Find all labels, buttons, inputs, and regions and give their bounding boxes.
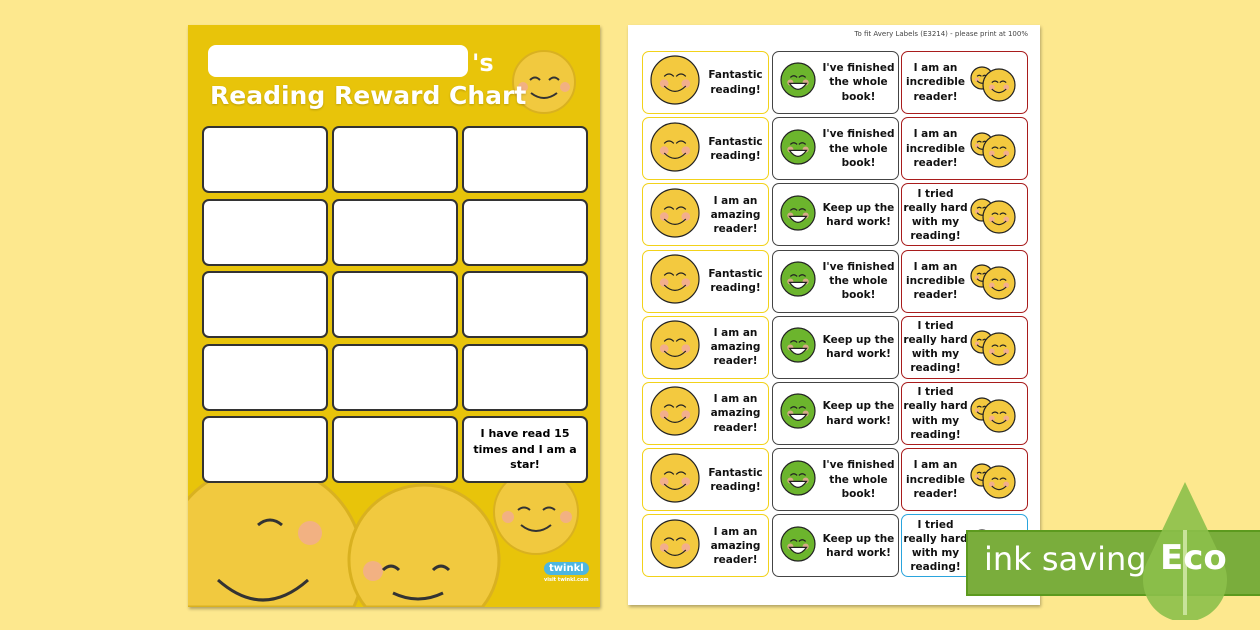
label-text: Fantastic reading! (708, 135, 763, 162)
sticker-label: I am an amazing reader! (642, 382, 769, 445)
green-grinning-smiley-icon (779, 525, 817, 567)
final-reward-cell[interactable]: I have read 15 times and I am a star! (462, 416, 588, 483)
sticker-label: I tried really hard with my reading! (901, 382, 1028, 445)
sticker-label: I tried really hard with my reading! (901, 183, 1028, 247)
label-text: Fantastic reading! (708, 69, 763, 96)
label-text: I've finished the whole book! (822, 128, 895, 169)
label-text: Fantastic reading! (708, 267, 763, 295)
two-smileys-icon (969, 460, 1023, 500)
sticker-label: I've finished the whole book! (772, 448, 899, 512)
smiley-icon (649, 518, 701, 574)
label-text: I am an amazing reader! (710, 393, 761, 434)
label-text: I tried really hard with my reading! (903, 518, 968, 574)
sticker-label: I am an amazing reader! (642, 183, 769, 247)
label-text: I am an incredible reader! (906, 128, 965, 169)
sticker-label: I am an incredible reader! (901, 117, 1028, 181)
smiley-icon (649, 319, 701, 375)
label-text: I tried really hard with my reading! (903, 319, 968, 375)
sticker-label: I am an amazing reader! (642, 514, 769, 578)
green-grinning-smiley-icon (779, 459, 817, 501)
reward-cell[interactable] (202, 126, 328, 193)
sticker-label: I tried really hard with my reading! (901, 315, 1028, 379)
sticker-label: I am an incredible reader! (901, 249, 1028, 313)
reward-cell[interactable] (332, 126, 458, 193)
label-text: Fantastic reading! (708, 466, 763, 493)
smiley-icon (649, 121, 701, 177)
reward-cell[interactable] (202, 416, 328, 483)
label-text: I am an incredible reader! (906, 260, 965, 302)
label-text: I am an incredible reader! (906, 459, 965, 500)
sticker-label: Keep up the hard work! (772, 382, 899, 445)
twinkl-logo: twinkl visit twinkl.com (544, 562, 589, 583)
ink-saving-text: ink saving (984, 540, 1147, 578)
name-suffix: 's (472, 49, 494, 77)
reward-cell[interactable] (202, 271, 328, 338)
reward-cell[interactable] (202, 344, 328, 411)
smiley-icon (649, 54, 701, 110)
two-smileys-icon (969, 394, 1023, 434)
label-text: I've finished the whole book! (822, 260, 895, 302)
reward-cell[interactable] (462, 271, 588, 338)
smiley-icon (649, 253, 701, 309)
sticker-label: Fantastic reading! (642, 249, 769, 313)
reward-cell[interactable] (332, 416, 458, 483)
label-text: Keep up the hard work! (822, 400, 895, 427)
green-grinning-smiley-icon (779, 194, 817, 236)
label-text: I tried really hard with my reading! (903, 187, 968, 243)
sticker-label: I am an incredible reader! (901, 448, 1028, 512)
eco-label: Eco (1160, 538, 1227, 578)
reward-cell[interactable] (332, 199, 458, 266)
label-text: I tried really hard with my reading! (903, 386, 968, 441)
sticker-label: I've finished the whole book! (772, 51, 899, 114)
two-smileys-icon (969, 261, 1023, 301)
sticker-label: I've finished the whole book! (772, 249, 899, 313)
label-text: I am an incredible reader! (906, 62, 965, 103)
reward-cell[interactable] (462, 199, 588, 266)
sticker-label: I am an amazing reader! (642, 315, 769, 379)
green-grinning-smiley-icon (779, 260, 817, 302)
label-text: I am an amazing reader! (710, 525, 761, 566)
label-text: Keep up the hard work! (822, 532, 895, 559)
reward-cell[interactable] (462, 344, 588, 411)
sticker-label: Keep up the hard work! (772, 315, 899, 379)
leaf-icon (1143, 482, 1227, 620)
sticker-label: I am an incredible reader! (901, 51, 1028, 114)
green-grinning-smiley-icon (779, 128, 817, 170)
two-smileys-icon (969, 129, 1023, 169)
decorative-smiley-faces (188, 50, 579, 607)
reward-cell[interactable] (332, 271, 458, 338)
label-text: Keep up the hard work! (822, 334, 895, 361)
sticker-label: Fantastic reading! (642, 117, 769, 181)
sticker-label: Fantastic reading! (642, 448, 769, 512)
green-grinning-smiley-icon (779, 392, 817, 434)
label-text: I am an amazing reader! (710, 327, 761, 368)
sticker-labels-sheet: To fit Avery Labels (E3214) - please pri… (628, 25, 1040, 605)
label-text: I've finished the whole book! (822, 62, 895, 103)
print-note: To fit Avery Labels (E3214) - please pri… (854, 30, 1028, 38)
sticker-label: Keep up the hard work! (772, 514, 899, 578)
reward-cell[interactable] (462, 126, 588, 193)
label-text: I've finished the whole book! (822, 459, 895, 500)
green-grinning-smiley-icon (779, 326, 817, 368)
reward-cell[interactable] (332, 344, 458, 411)
two-smileys-icon (969, 327, 1023, 367)
green-grinning-smiley-icon (779, 61, 817, 103)
sticker-label: I've finished the whole book! (772, 117, 899, 181)
smiley-icon (649, 452, 701, 508)
chart-title: Reading Reward Chart (210, 81, 527, 110)
sticker-label: Keep up the hard work! (772, 183, 899, 247)
two-smileys-icon (969, 195, 1023, 235)
reward-cell[interactable] (202, 199, 328, 266)
label-text: I am an amazing reader! (710, 194, 761, 235)
two-smileys-icon (969, 63, 1023, 103)
reading-reward-chart: 's Reading Reward Chart I have read 15 t… (188, 25, 600, 607)
smiley-icon (649, 385, 701, 441)
sticker-label: Fantastic reading! (642, 51, 769, 114)
child-name-field[interactable] (208, 45, 468, 77)
smiley-icon (649, 187, 701, 243)
label-text: Keep up the hard work! (822, 201, 895, 228)
